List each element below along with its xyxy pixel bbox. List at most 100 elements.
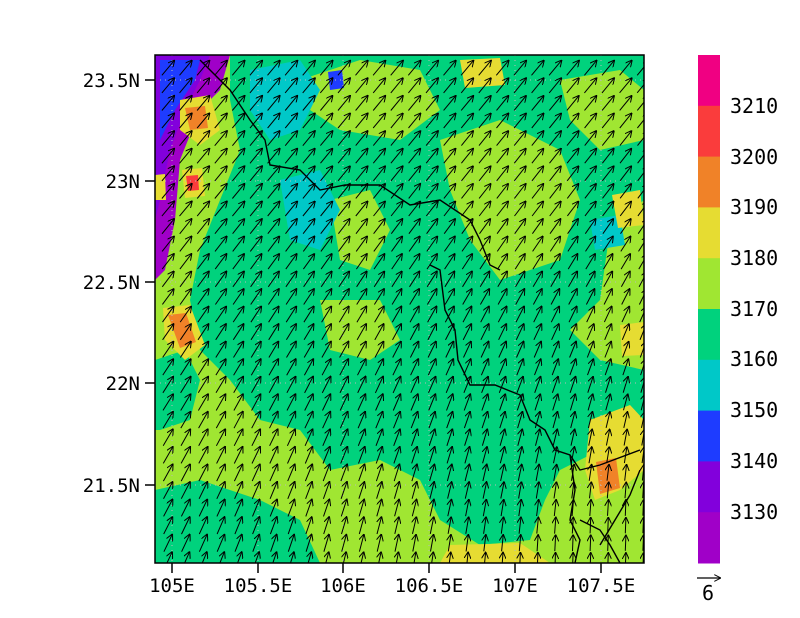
wind-vector <box>250 359 260 376</box>
wind-vector <box>571 430 575 446</box>
wind-vector <box>590 500 591 516</box>
wind-vector <box>443 131 456 146</box>
wind-vector <box>534 359 541 376</box>
wind-vector <box>447 465 451 482</box>
wind-vector <box>252 535 259 552</box>
wind-vector <box>620 272 629 288</box>
wind-vector <box>427 307 437 323</box>
wind-vector <box>196 219 209 235</box>
wind-vector <box>534 412 540 429</box>
wind-vector <box>466 517 469 534</box>
wind-vector <box>461 184 473 199</box>
wind-vector <box>637 202 644 217</box>
wind-vector <box>478 131 491 146</box>
wind-vector <box>426 289 436 305</box>
wind-vector <box>337 78 350 94</box>
wind-vector <box>286 394 295 411</box>
wind-vector <box>589 430 592 446</box>
wind-vector <box>198 500 207 517</box>
wind-vector <box>319 61 332 76</box>
wind-vector <box>215 342 226 358</box>
wind-vector <box>233 412 243 429</box>
wind-vector <box>341 517 347 535</box>
wind-vector <box>536 482 539 499</box>
wind-vector <box>214 61 227 76</box>
wind-vector <box>519 518 521 534</box>
wind-vector <box>484 535 486 552</box>
wind-vector <box>302 166 315 182</box>
wind-vector <box>391 307 401 323</box>
wind-vector <box>162 447 172 464</box>
wind-vector <box>377 535 381 552</box>
wind-vector <box>567 202 578 217</box>
colorbar-swatch <box>698 156 720 208</box>
wind-vector <box>602 184 614 199</box>
wind-vector <box>322 412 331 429</box>
wind-vector <box>179 149 192 164</box>
wind-vector <box>550 272 560 288</box>
wind-vector <box>501 465 505 482</box>
wind-vector <box>478 78 491 94</box>
wind-vector <box>427 342 436 358</box>
wind-vector <box>235 552 242 563</box>
wind-vector <box>445 324 454 341</box>
wind-vector <box>637 184 644 199</box>
wind-vector <box>340 482 347 499</box>
wind-vector <box>481 430 487 446</box>
wind-vector <box>338 307 348 323</box>
wind-vector <box>619 166 631 182</box>
wind-vector <box>391 237 403 252</box>
wind-vector <box>161 61 174 76</box>
wind-vector <box>460 114 473 129</box>
wind-vector <box>303 307 314 323</box>
wind-vector <box>324 552 329 563</box>
wind-vector <box>639 324 644 340</box>
wind-vector <box>215 359 226 376</box>
wind-vector <box>179 324 191 341</box>
wind-vector <box>267 272 279 288</box>
wind-vector <box>606 395 610 411</box>
wind-vector <box>621 324 629 340</box>
wind-vector <box>320 184 333 199</box>
wind-vector <box>249 237 261 252</box>
wind-vector <box>410 412 417 429</box>
wind-vector <box>463 394 470 411</box>
wind-vector <box>495 61 508 76</box>
wind-vector <box>461 131 473 146</box>
wind-vector <box>443 61 456 76</box>
wind-vector <box>322 465 329 482</box>
wind-vector <box>251 447 260 464</box>
wind-vector <box>323 500 330 517</box>
wind-vector <box>513 96 526 111</box>
wind-vector <box>443 237 454 252</box>
wind-vector <box>250 272 262 288</box>
wind-vector <box>338 254 350 270</box>
wind-vector <box>375 429 382 446</box>
wind-vector <box>536 465 539 481</box>
wind-vector <box>619 184 631 199</box>
wind-vector <box>462 272 472 288</box>
wind-vector <box>622 377 628 393</box>
wind-vector <box>214 202 227 217</box>
wind-vector <box>637 149 644 164</box>
wind-vector <box>608 553 609 563</box>
wind-vector <box>483 447 487 464</box>
wind-vector <box>479 219 491 234</box>
wind-vector <box>249 219 262 235</box>
wind-vector <box>409 324 418 341</box>
wind-vector <box>639 307 644 323</box>
wind-vector <box>337 184 350 199</box>
wind-vector <box>549 114 561 129</box>
wind-vector <box>463 342 471 358</box>
wind-vector <box>443 78 456 94</box>
x-tick-label: 106.5E <box>395 575 464 597</box>
wind-vector <box>444 254 455 270</box>
wind-vector <box>568 289 577 305</box>
wind-vector <box>337 114 350 129</box>
wind-vector <box>460 96 473 111</box>
wind-vector <box>516 342 524 358</box>
wind-vector <box>306 552 311 563</box>
wind-vector <box>286 377 296 394</box>
wind-vector <box>624 430 627 446</box>
wind-vector <box>499 394 506 411</box>
